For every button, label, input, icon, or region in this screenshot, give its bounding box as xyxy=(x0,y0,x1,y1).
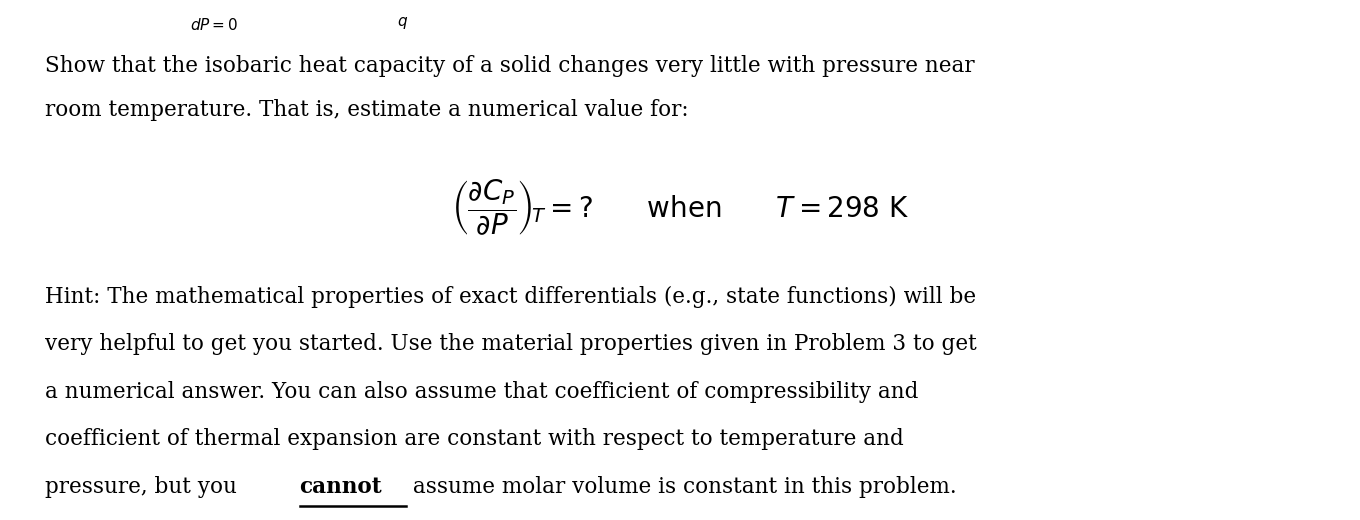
Text: coefficient of thermal expansion are constant with respect to temperature and: coefficient of thermal expansion are con… xyxy=(45,428,903,450)
Text: room temperature. That is, estimate a numerical value for:: room temperature. That is, estimate a nu… xyxy=(45,99,688,121)
Text: assume molar volume is constant in this problem.: assume molar volume is constant in this … xyxy=(405,476,956,498)
Text: $\left(\dfrac{\partial C_P}{\partial P}\right)_{\!T} = ? \qquad \mathrm{when} \q: $\left(\dfrac{\partial C_P}{\partial P}\… xyxy=(452,178,908,238)
Text: Show that the isobaric heat capacity of a solid changes very little with pressur: Show that the isobaric heat capacity of … xyxy=(45,55,974,77)
Text: a numerical answer. You can also assume that coefficient of compressibility and: a numerical answer. You can also assume … xyxy=(45,381,918,403)
Text: $q$: $q$ xyxy=(397,16,408,31)
Text: Hint: The mathematical properties of exact differentials (e.g., state functions): Hint: The mathematical properties of exa… xyxy=(45,285,976,308)
Text: pressure, but you: pressure, but you xyxy=(45,476,243,498)
Text: very helpful to get you started. Use the material properties given in Problem 3 : very helpful to get you started. Use the… xyxy=(45,333,976,355)
Text: cannot: cannot xyxy=(299,476,382,498)
Text: $dP = 0$: $dP = 0$ xyxy=(189,17,238,33)
